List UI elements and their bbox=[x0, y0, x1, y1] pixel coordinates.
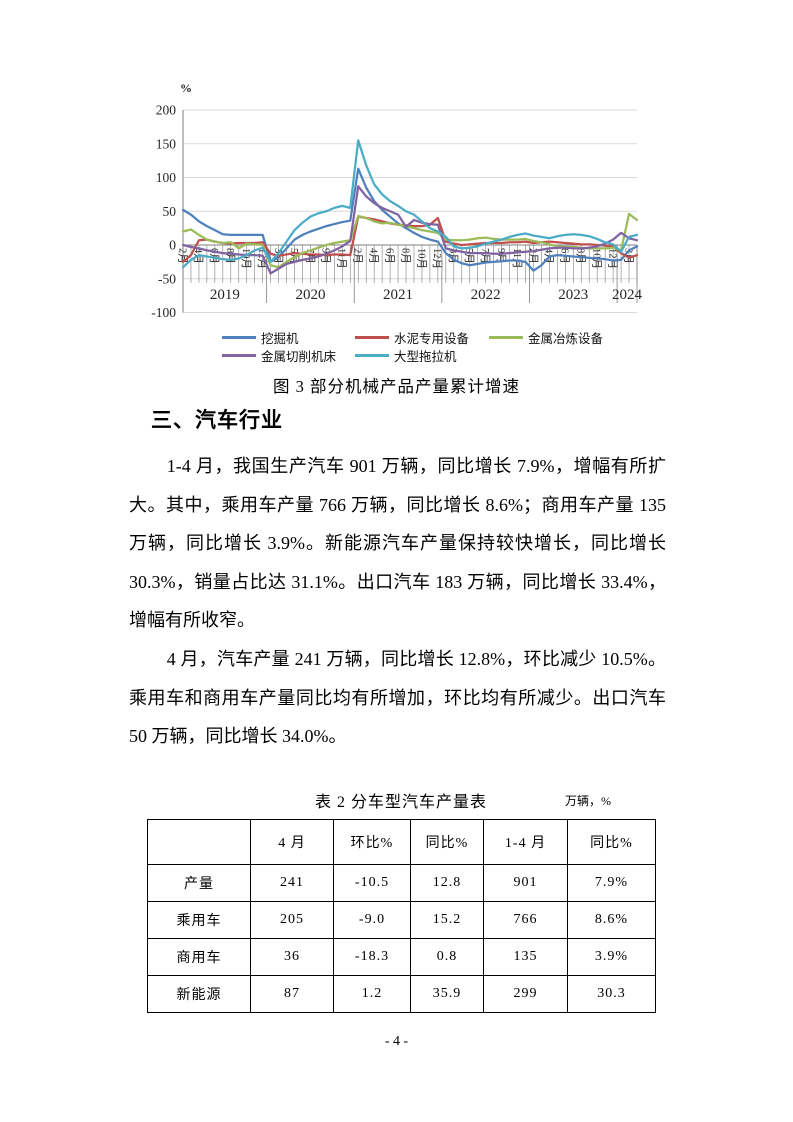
y-tick-label: -50 bbox=[158, 271, 176, 286]
figure-caption: 图 3 部分机械产品产量累计增速 bbox=[273, 377, 520, 396]
table-unit-label: 万辆，% bbox=[565, 794, 611, 808]
y-tick-label: 150 bbox=[156, 136, 177, 151]
legend-label: 大型拖拉机 bbox=[394, 350, 457, 364]
month-tick-label: 4月 bbox=[367, 248, 379, 264]
series-line-金属切削机床 bbox=[181, 185, 639, 275]
series-line-挖掘机 bbox=[181, 167, 639, 272]
table-header-cell bbox=[147, 819, 251, 865]
legend-label: 金属冶炼设备 bbox=[528, 332, 604, 346]
legend-color-line bbox=[489, 336, 523, 339]
legend-label: 水泥专用设备 bbox=[394, 332, 470, 346]
series-line-水泥专用设备 bbox=[181, 215, 639, 263]
y-tick-label: 100 bbox=[156, 170, 177, 185]
y-axis-unit: % bbox=[180, 81, 192, 95]
year-label: 2023 bbox=[558, 287, 588, 303]
row-header-cell: 新能源 bbox=[147, 975, 251, 1013]
month-tick-label: 8月 bbox=[224, 248, 236, 264]
section-heading: 三、汽车行业 bbox=[151, 409, 283, 432]
table-cell: -9.0 bbox=[333, 901, 411, 939]
month-tick-label: 7月 bbox=[479, 248, 491, 264]
table-row: 商用车 36 -18.3 0.8 135 3.9% bbox=[147, 938, 656, 976]
y-tick-label: 0 bbox=[169, 238, 176, 253]
month-tick-label: 11月 bbox=[336, 248, 348, 269]
table-header-cell: 4 月 bbox=[250, 819, 334, 865]
paragraph-production-april: 4 月，汽车产量 241 万辆，同比增长 12.8%，环比减少 10.5%。乘用… bbox=[129, 648, 666, 747]
month-tick-label: 6月 bbox=[383, 248, 395, 264]
table-cell: 135 bbox=[483, 938, 568, 976]
table-cell: 36 bbox=[250, 938, 334, 976]
month-tick-label: 10月 bbox=[415, 248, 427, 269]
month-tick-label: 2月 bbox=[352, 248, 364, 264]
legend-item: 金属切削机床 bbox=[222, 346, 336, 365]
table-cell: 901 bbox=[483, 864, 568, 902]
table-cell: 1.2 bbox=[333, 975, 411, 1013]
paragraph-production-cumulative: 1-4 月，我国生产汽车 901 万辆，同比增长 7.9%，增幅有所扩大。其中，… bbox=[129, 456, 666, 631]
table-row: 乘用车 205 -9.0 15.2 766 8.6% bbox=[147, 901, 656, 939]
y-tick-label: 200 bbox=[156, 103, 177, 118]
month-tick-label: 12月 bbox=[606, 248, 618, 269]
table-header-row: 4 月环比% 同比% 1-4 月同比% bbox=[147, 819, 656, 865]
table-title-row: 表 2 分车型汽车产量表 万辆，% bbox=[147, 788, 655, 811]
table-cell: 3.9% bbox=[567, 938, 656, 976]
row-header-cell: 商用车 bbox=[147, 938, 251, 976]
table-header-cell: 同比% bbox=[567, 819, 656, 865]
table-cell: 241 bbox=[250, 864, 334, 902]
legend-label: 金属切削机床 bbox=[261, 350, 337, 364]
y-tick-label: 50 bbox=[163, 204, 177, 219]
table-cell: 87 bbox=[250, 975, 334, 1013]
month-tick-label: 8月 bbox=[575, 248, 587, 264]
month-tick-label: 9月 bbox=[495, 248, 507, 264]
table-row: 产量 241 -10.5 12.8 901 7.9% bbox=[147, 864, 656, 902]
month-tick-label: 12月 bbox=[431, 248, 443, 269]
table-cell: 8.6% bbox=[567, 901, 656, 939]
year-label: 2024 bbox=[612, 287, 643, 303]
table-cell: -10.5 bbox=[333, 864, 411, 902]
vehicle-production-table: 4 月环比% 同比% 1-4 月同比% 产量 241 -10.5 12.8 901 7.9% 乘用… bbox=[147, 819, 656, 1013]
month-tick-label: 8月 bbox=[399, 248, 411, 264]
table-cell: 205 bbox=[250, 901, 334, 939]
table-header-cell: 环比% bbox=[333, 819, 411, 865]
page-number: - 4 - bbox=[384, 1034, 409, 1049]
legend-item: 大型拖拉机 bbox=[355, 346, 457, 365]
legend-color-line bbox=[222, 336, 256, 339]
legend-color-line bbox=[222, 354, 256, 357]
legend-color-line bbox=[355, 336, 389, 339]
row-header-cell: 产量 bbox=[147, 864, 251, 902]
year-label: 2020 bbox=[295, 287, 325, 303]
table-cell: 30.3 bbox=[567, 975, 656, 1013]
table-cell: 15.2 bbox=[410, 901, 484, 939]
table-cell: 0.8 bbox=[410, 938, 484, 976]
legend-item: 挖掘机 bbox=[222, 328, 299, 347]
year-label: 2019 bbox=[210, 287, 240, 303]
table-cell: -18.3 bbox=[333, 938, 411, 976]
legend-item: 金属冶炼设备 bbox=[489, 328, 603, 347]
year-label: 2021 bbox=[383, 287, 413, 303]
table-header-cell: 1-4 月 bbox=[483, 819, 568, 865]
series-line-大型拖拉机 bbox=[181, 139, 639, 269]
table-cell: 35.9 bbox=[410, 975, 484, 1013]
row-header-cell: 乘用车 bbox=[147, 901, 251, 939]
month-tick-label: 10月 bbox=[240, 248, 252, 269]
legend-item: 水泥专用设备 bbox=[355, 328, 469, 347]
table-cell: 299 bbox=[483, 975, 568, 1013]
table-header-cell: 同比% bbox=[410, 819, 484, 865]
legend-color-line bbox=[355, 354, 389, 357]
table-cell: 7.9% bbox=[567, 864, 656, 902]
year-label: 2022 bbox=[471, 287, 501, 303]
month-tick-label: 5月 bbox=[463, 248, 475, 264]
body-text: 1-4 月，我国生产汽车 901 万辆，同比增长 7.9%，增幅有所扩大。其中，… bbox=[129, 447, 666, 756]
table-cell: 12.8 bbox=[410, 864, 484, 902]
legend-label: 挖掘机 bbox=[261, 332, 299, 346]
table-cell: 766 bbox=[483, 901, 568, 939]
month-tick-label: 3月 bbox=[622, 248, 634, 264]
y-tick-label: -100 bbox=[151, 305, 176, 320]
table-title: 表 2 分车型汽车产量表 bbox=[314, 794, 487, 811]
table-row: 新能源 87 1.2 35.9 299 30.3 bbox=[147, 975, 656, 1013]
